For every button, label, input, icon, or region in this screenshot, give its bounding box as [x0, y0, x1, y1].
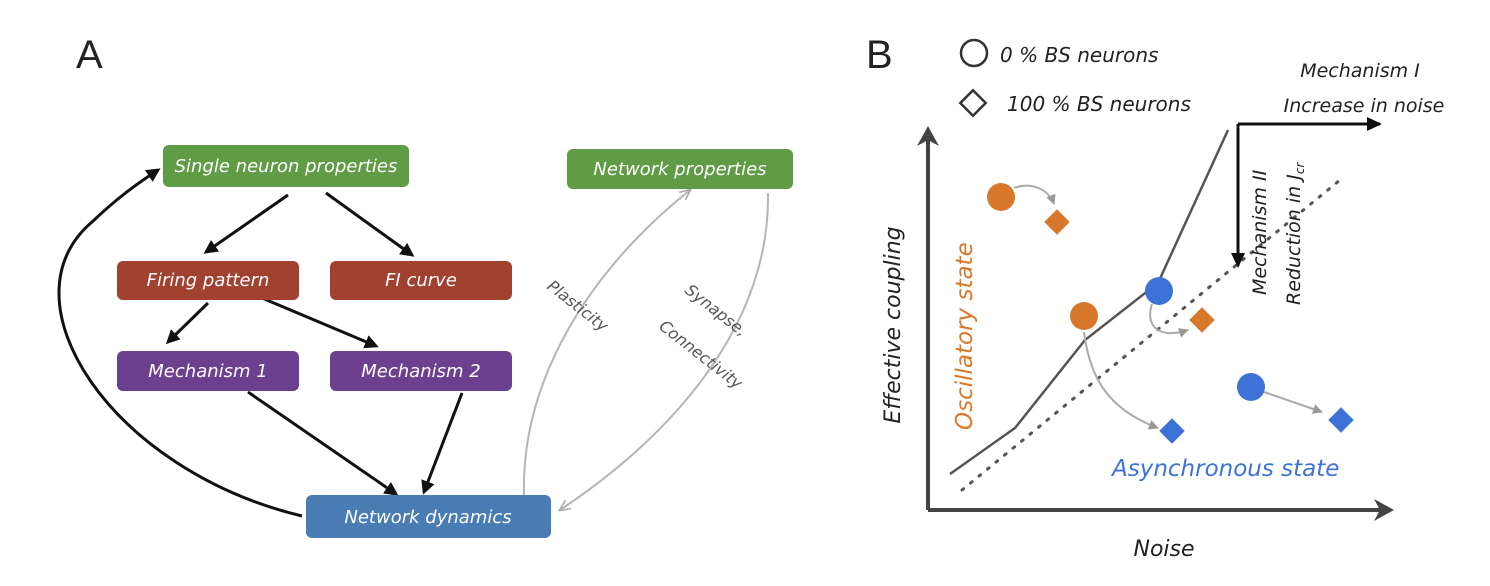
arrow-synapse: [560, 192, 770, 510]
box-single-neuron: Single neuron properties: [163, 145, 409, 187]
oscillatory-state-label: Oscillatory state: [952, 242, 978, 430]
arrow-mech2-to-dynamics: [421, 392, 464, 495]
svg-text:Network dynamics: Network dynamics: [344, 507, 511, 528]
mechanism-2-subtitle: Reduction in J: [1283, 174, 1305, 305]
transition-4: [1263, 391, 1323, 414]
blue-diamond-2: [1328, 407, 1354, 433]
legend-circle-icon: [959, 38, 989, 68]
arrow-single-to-fi: [325, 191, 415, 257]
arrow-mech1-to-dynamics: [247, 390, 399, 496]
transition-1: [1013, 184, 1056, 205]
svg-text:Mechanism 2: Mechanism 2: [361, 361, 480, 382]
box-firing-pattern: Firing pattern: [117, 261, 299, 300]
svg-text:FI curve: FI curve: [385, 270, 457, 291]
legend-circle-label: 0 % BS neurons: [1000, 43, 1158, 67]
transition-2: [1083, 331, 1159, 430]
transition-3: [1149, 303, 1189, 338]
mechanism-1-title: Mechanism I: [1300, 60, 1420, 82]
label-synapse: Synapse,: [682, 280, 751, 340]
arrow-firing-to-mech2: [261, 296, 379, 349]
mechanism-arrows: [1231, 117, 1382, 268]
arrow-plasticity: [522, 190, 690, 499]
mechanism-2-title: Mechanism II: [1249, 169, 1271, 295]
panel-a-gray-arrows: [522, 190, 770, 510]
legend-diamond-icon: [958, 88, 988, 118]
panel-b-letter: B: [866, 33, 893, 77]
mechanism-1-subtitle: Increase in noise: [1284, 95, 1445, 117]
blue-diamond-1: [1159, 418, 1185, 444]
x-axis-label: Noise: [1133, 537, 1194, 562]
label-plasticity: Plasticity: [544, 276, 613, 336]
legend-diamond-label: 100 % BS neurons: [1007, 92, 1191, 116]
transition-arrows: [1013, 184, 1323, 430]
svg-text:Firing pattern: Firing pattern: [147, 270, 270, 291]
axes: [917, 126, 1394, 521]
legend: 0 % BS neurons 100 % BS neurons: [958, 38, 1191, 118]
asynchronous-state-label: Asynchronous state: [1110, 456, 1339, 482]
orange-circle-2: [1070, 302, 1098, 330]
blue-circle-1: [1145, 277, 1173, 305]
panel-a-letter: A: [76, 33, 103, 77]
box-fi-curve: FI curve: [330, 261, 512, 300]
svg-text:Network properties: Network properties: [593, 159, 766, 180]
arrow-single-to-firing: [203, 193, 289, 254]
orange-circle-1: [987, 183, 1015, 211]
box-mechanism-2: Mechanism 2: [330, 351, 512, 391]
orange-diamond-2: [1189, 307, 1215, 333]
box-network-properties: Network properties: [567, 149, 793, 189]
y-axis-label: Effective coupling: [881, 226, 906, 423]
blue-circle-2: [1237, 373, 1265, 401]
arrow-dynamics-to-single: [57, 168, 303, 518]
svg-text:Single neuron properties: Single neuron properties: [175, 156, 398, 177]
panel-a-arrows: [57, 168, 464, 518]
mechanism-2-label: Mechanism II: [1249, 169, 1271, 295]
solid-boundary-line: [949, 129, 1230, 476]
box-mechanism-1: Mechanism 1: [117, 351, 299, 391]
arrow-firing-to-mech1: [165, 301, 210, 345]
svg-text:Mechanism 1: Mechanism 1: [148, 361, 267, 382]
orange-diamond-1: [1044, 209, 1070, 235]
box-network-dynamics: Network dynamics: [306, 495, 551, 538]
mechanism-2-subscript: cr: [1293, 162, 1307, 175]
mechanism-2-sub: Reduction in Jcr: [1283, 162, 1307, 305]
svg-text:Reduction in Jcr: Reduction in Jcr: [1283, 162, 1307, 305]
dotted-boundary-line: [960, 178, 1342, 492]
